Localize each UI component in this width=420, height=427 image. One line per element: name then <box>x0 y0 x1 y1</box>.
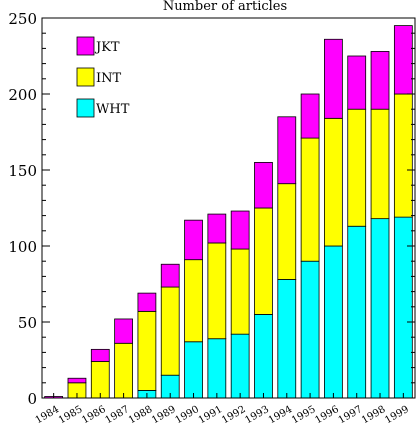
bar-int-1990 <box>184 259 203 343</box>
x-tick-label-1988: 1988 <box>127 404 155 426</box>
legend: JKT INT WHT <box>76 36 130 118</box>
x-tick-label-1998: 1998 <box>360 404 388 426</box>
x-tick-label-1987: 1987 <box>104 404 132 426</box>
y-tick-label-100: 100 <box>8 238 37 256</box>
axes-group <box>41 17 416 399</box>
bar-jkt-1990 <box>184 219 203 261</box>
bar-int-1986 <box>90 361 110 399</box>
x-tick-label-1984: 1984 <box>34 404 62 426</box>
bar-wht-1995 <box>300 260 320 399</box>
bar-wht-1990 <box>184 341 203 399</box>
bar-jkt-1999 <box>393 25 413 95</box>
bar-wht-1999 <box>393 216 413 399</box>
bar-int-1999 <box>393 93 413 218</box>
bar-jkt-1987 <box>114 318 133 344</box>
legend-label-wht: WHT <box>96 102 130 117</box>
y-tick-label-250: 250 <box>8 10 37 28</box>
y-tick-label-200: 200 <box>8 86 37 104</box>
bar-jkt-1997 <box>347 55 367 110</box>
plot-frame <box>41 17 416 399</box>
bar-int-1997 <box>347 108 367 227</box>
x-tick-label-1986: 1986 <box>80 404 108 426</box>
x-tick-label-1993: 1993 <box>243 404 271 426</box>
bar-int-1994 <box>277 183 297 280</box>
x-tick-label-1999: 1999 <box>383 404 411 426</box>
bar-jkt-1996 <box>324 38 343 119</box>
bar-int-1993 <box>254 207 273 315</box>
x-tick-labels: 1984198519861987198819891990199119921993… <box>34 404 411 426</box>
x-tick-label-1990: 1990 <box>173 404 201 426</box>
y-tick-label-0: 0 <box>27 390 37 408</box>
x-tick-label-1992: 1992 <box>220 404 248 426</box>
x-tick-label-1991: 1991 <box>197 404 225 426</box>
bar-int-1996 <box>324 117 343 247</box>
bar-wht-1998 <box>370 218 390 399</box>
x-tick-label-1989: 1989 <box>150 404 178 426</box>
bar-jkt-1994 <box>277 116 297 185</box>
x-tick-label-1994: 1994 <box>267 404 295 426</box>
legend-label-int: INT <box>96 71 122 86</box>
legend-label-jkt: JKT <box>94 40 120 55</box>
bar-jkt-1995 <box>300 93 320 139</box>
bar-jkt-1992 <box>230 210 250 250</box>
y-tick-label-50: 50 <box>18 314 37 332</box>
bar-jkt-1985 <box>67 377 87 384</box>
bar-jkt-1998 <box>370 51 390 110</box>
bar-jkt-1989 <box>160 263 180 288</box>
y-tick-labels: 0 50 100 150 200 250 <box>8 10 37 408</box>
x-tick-label-1995: 1995 <box>290 404 318 426</box>
x-tick-label-1996: 1996 <box>313 404 341 426</box>
x-tick-label-1997: 1997 <box>337 404 365 426</box>
bar-int-1989 <box>160 286 180 376</box>
bar-int-1995 <box>300 137 320 262</box>
bar-int-1987 <box>114 342 133 399</box>
bar-jkt-1993 <box>254 161 273 209</box>
bar-int-1992 <box>230 248 250 335</box>
bar-int-1988 <box>137 310 157 391</box>
bar-wht-1994 <box>277 279 297 399</box>
chart-title: Number of articles <box>163 0 287 14</box>
bar-jkt-1988 <box>137 292 157 312</box>
bar-wht-1997 <box>347 225 367 399</box>
legend-swatch-wht <box>76 98 95 118</box>
bar-wht-1993 <box>254 313 273 399</box>
bar-jkt-1991 <box>207 213 227 244</box>
bar-wht-1991 <box>207 338 227 399</box>
bar-int-1998 <box>370 108 390 220</box>
bar-wht-1992 <box>230 333 250 399</box>
bar-jkt-1986 <box>90 348 110 362</box>
bar-int-1991 <box>207 242 227 340</box>
legend-swatch-int <box>76 67 95 87</box>
legend-swatch-jkt <box>76 36 95 56</box>
bar-wht-1996 <box>324 245 343 399</box>
x-tick-label-1985: 1985 <box>57 404 85 426</box>
y-tick-label-150: 150 <box>8 162 37 180</box>
bars-group <box>44 25 413 399</box>
